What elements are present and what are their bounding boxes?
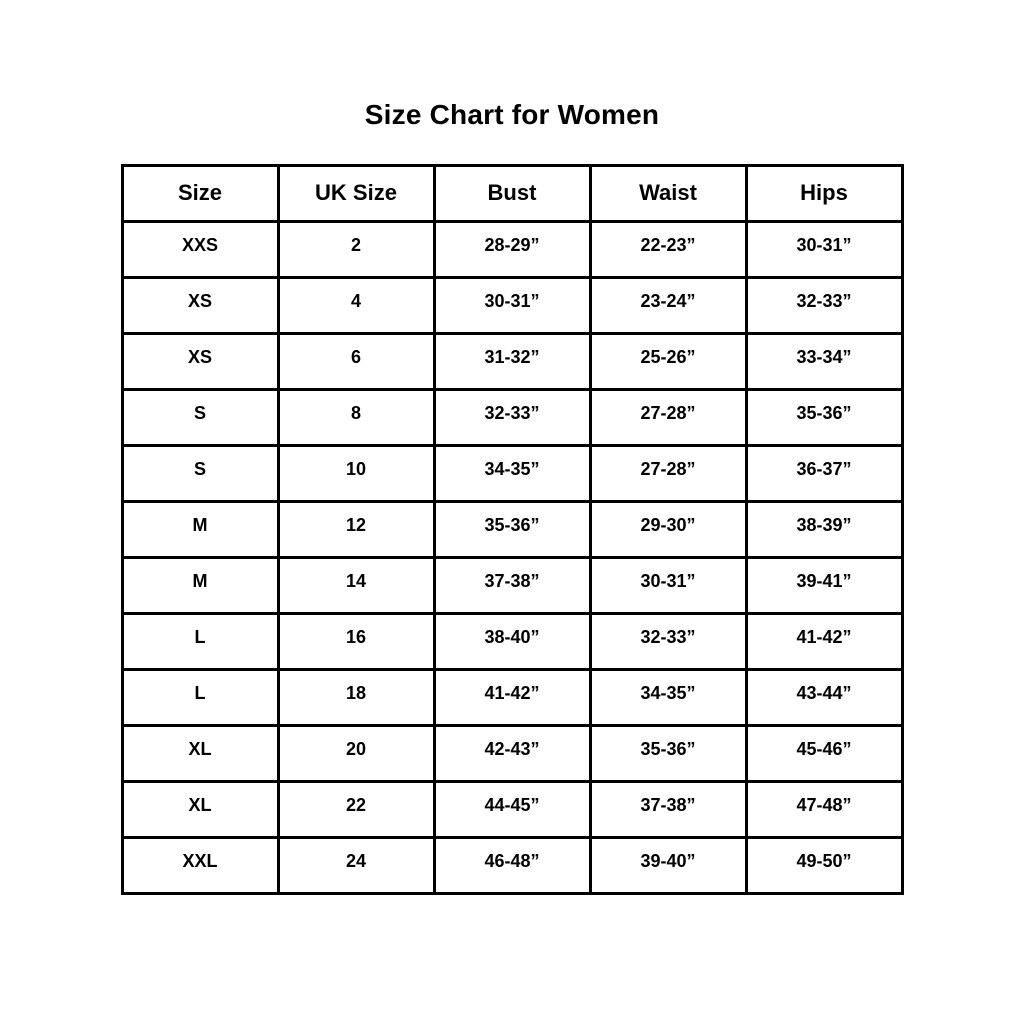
table-cell: 46-48”	[432, 836, 592, 895]
table-cell: XS	[120, 332, 280, 391]
table-row: L 18 41-42” 34-35” 43-44”	[120, 668, 904, 727]
table-cell: 32-33”	[588, 612, 748, 671]
table-cell: M	[120, 500, 280, 559]
table-cell: 22-23”	[588, 220, 748, 279]
table-cell: 2	[276, 220, 436, 279]
table-cell: 29-30”	[588, 500, 748, 559]
table-cell: 10	[276, 444, 436, 503]
table-cell: 33-34”	[744, 332, 904, 391]
table-row: S 8 32-33” 27-28” 35-36”	[120, 388, 904, 447]
table-cell: 4	[276, 276, 436, 335]
table-cell: XL	[120, 780, 280, 839]
table-cell: 8	[276, 388, 436, 447]
table-cell: 38-40”	[432, 612, 592, 671]
table-cell: 32-33”	[744, 276, 904, 335]
table-header: Size UK Size Bust Waist Hips	[120, 164, 904, 223]
table-cell: 41-42”	[432, 668, 592, 727]
table-cell: S	[120, 444, 280, 503]
header-cell: Waist	[588, 164, 748, 223]
table-cell: 25-26”	[588, 332, 748, 391]
table-cell: 30-31”	[588, 556, 748, 615]
table-cell: 30-31”	[744, 220, 904, 279]
table-cell: 39-40”	[588, 836, 748, 895]
table-cell: 22	[276, 780, 436, 839]
table-cell: 32-33”	[432, 388, 592, 447]
table-cell: 44-45”	[432, 780, 592, 839]
table-cell: 34-35”	[432, 444, 592, 503]
table-cell: 14	[276, 556, 436, 615]
table-row: XS 4 30-31” 23-24” 32-33”	[120, 276, 904, 335]
table-row: XL 20 42-43” 35-36” 45-46”	[120, 724, 904, 783]
table-cell: 30-31”	[432, 276, 592, 335]
table-cell: XS	[120, 276, 280, 335]
table-cell: XXS	[120, 220, 280, 279]
table-row: M 14 37-38” 30-31” 39-41”	[120, 556, 904, 615]
header-row: Size UK Size Bust Waist Hips	[120, 164, 904, 223]
table-row: XL 22 44-45” 37-38” 47-48”	[120, 780, 904, 839]
table-cell: 36-37”	[744, 444, 904, 503]
table-row: XXS 2 28-29” 22-23” 30-31”	[120, 220, 904, 279]
table-cell: 16	[276, 612, 436, 671]
table-row: XXL 24 46-48” 39-40” 49-50”	[120, 836, 904, 895]
header-cell: Hips	[744, 164, 904, 223]
table-cell: 42-43”	[432, 724, 592, 783]
table-cell: 20	[276, 724, 436, 783]
table-cell: 24	[276, 836, 436, 895]
table-row: M 12 35-36” 29-30” 38-39”	[120, 500, 904, 559]
header-cell: Bust	[432, 164, 592, 223]
table-cell: 31-32”	[432, 332, 592, 391]
page-title: Size Chart for Women	[364, 99, 660, 130]
size-chart-table: Size UK Size Bust Waist Hips XXS 2 28-29” 22-23…	[120, 164, 904, 895]
table-cell: 43-44”	[744, 668, 904, 727]
table-cell: L	[120, 612, 280, 671]
table-cell: 34-35”	[588, 668, 748, 727]
table-cell: XXL	[120, 836, 280, 895]
table-cell: 35-36”	[588, 724, 748, 783]
table-cell: S	[120, 388, 280, 447]
table-cell: 49-50”	[744, 836, 904, 895]
table-cell: L	[120, 668, 280, 727]
table-cell: M	[120, 556, 280, 615]
header-cell: Size	[120, 164, 280, 223]
header-cell: UK Size	[276, 164, 436, 223]
table-cell: 27-28”	[588, 444, 748, 503]
table-cell: 23-24”	[588, 276, 748, 335]
table-cell: 41-42”	[744, 612, 904, 671]
table-cell: 18	[276, 668, 436, 727]
table-cell: 6	[276, 332, 436, 391]
table-cell: 47-48”	[744, 780, 904, 839]
table-cell: 27-28”	[588, 388, 748, 447]
table-row: XS 6 31-32” 25-26” 33-34”	[120, 332, 904, 391]
table-cell: 12	[276, 500, 436, 559]
table-row: L 16 38-40” 32-33” 41-42”	[120, 612, 904, 671]
table-cell: 35-36”	[744, 388, 904, 447]
table-cell: 35-36”	[432, 500, 592, 559]
table-body: XXS 2 28-29” 22-23” 30-31” XS 4 30-31” 23-24” 32-…	[120, 220, 904, 895]
table-cell: 39-41”	[744, 556, 904, 615]
table-cell: XL	[120, 724, 280, 783]
table-cell: 45-46”	[744, 724, 904, 783]
table-cell: 38-39”	[744, 500, 904, 559]
table-cell: 37-38”	[588, 780, 748, 839]
table-row: S 10 34-35” 27-28” 36-37”	[120, 444, 904, 503]
table-cell: 37-38”	[432, 556, 592, 615]
table-cell: 28-29”	[432, 220, 592, 279]
